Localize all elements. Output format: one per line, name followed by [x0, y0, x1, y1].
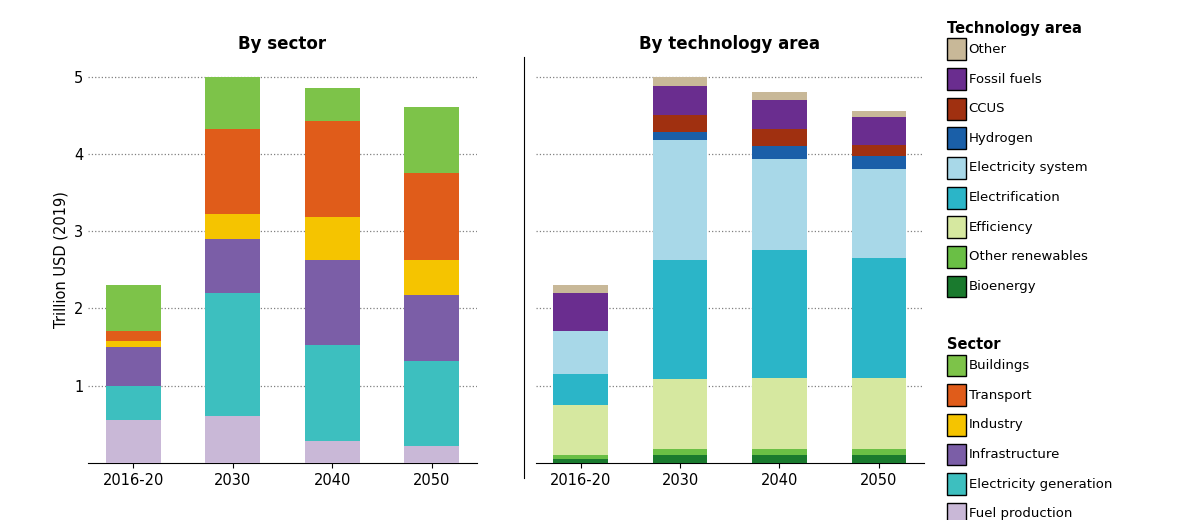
Bar — [106, 341, 160, 347]
Bar — [852, 258, 906, 378]
Bar — [106, 420, 160, 463]
Bar — [852, 145, 906, 156]
Text: Technology area: Technology area — [947, 21, 1083, 36]
Bar — [405, 295, 459, 361]
Bar — [653, 140, 707, 259]
Y-axis label: Trillion USD (2019): Trillion USD (2019) — [53, 191, 68, 329]
Bar — [106, 347, 160, 385]
Bar — [553, 374, 607, 405]
Text: Electrification: Electrification — [969, 191, 1060, 204]
Bar — [106, 385, 160, 420]
Bar — [653, 115, 707, 132]
Text: Fuel production: Fuel production — [969, 508, 1072, 520]
Text: Fossil fuels: Fossil fuels — [969, 73, 1042, 86]
Bar — [405, 446, 459, 463]
Bar — [752, 455, 806, 463]
Text: Buildings: Buildings — [969, 359, 1030, 372]
Bar — [852, 156, 906, 169]
Bar — [553, 293, 607, 331]
Bar — [653, 132, 707, 140]
Text: Sector: Sector — [947, 337, 1000, 352]
Bar — [752, 100, 806, 129]
Text: Transport: Transport — [969, 389, 1031, 402]
Bar — [752, 250, 806, 378]
Bar — [752, 129, 806, 146]
Text: CCUS: CCUS — [969, 102, 1005, 115]
Bar — [405, 173, 459, 261]
Text: Industry: Industry — [969, 418, 1024, 432]
Bar — [852, 118, 906, 145]
Bar — [653, 86, 707, 115]
Bar — [206, 417, 260, 463]
Text: Hydrogen: Hydrogen — [969, 132, 1033, 145]
Bar — [305, 121, 359, 217]
Bar — [553, 285, 607, 293]
Bar — [553, 405, 607, 455]
Bar — [553, 459, 607, 463]
Bar — [852, 378, 906, 449]
Bar — [653, 455, 707, 463]
Bar — [305, 217, 359, 259]
Bar — [852, 111, 906, 118]
Bar — [305, 88, 359, 121]
Bar — [852, 455, 906, 463]
Title: By sector: By sector — [239, 35, 326, 53]
Bar — [653, 259, 707, 380]
Bar — [405, 361, 459, 446]
Bar — [206, 293, 260, 417]
Bar — [206, 129, 260, 214]
Bar — [653, 380, 707, 449]
Title: By technology area: By technology area — [639, 35, 820, 53]
Text: Bioenergy: Bioenergy — [969, 280, 1036, 293]
Bar — [405, 108, 459, 173]
Bar — [653, 76, 707, 86]
Bar — [106, 331, 160, 341]
Bar — [106, 285, 160, 331]
Text: Electricity system: Electricity system — [969, 161, 1088, 175]
Bar — [852, 169, 906, 258]
Bar — [752, 92, 806, 100]
Text: Infrastructure: Infrastructure — [969, 448, 1060, 461]
Bar — [405, 261, 459, 295]
Bar — [852, 449, 906, 455]
Bar — [752, 159, 806, 250]
Bar — [752, 378, 806, 449]
Bar — [206, 76, 260, 129]
Bar — [305, 259, 359, 345]
Bar — [305, 441, 359, 463]
Text: Electricity generation: Electricity generation — [969, 478, 1112, 491]
Bar — [305, 345, 359, 441]
Text: Other: Other — [969, 43, 1006, 56]
Bar — [206, 239, 260, 293]
Bar — [553, 331, 607, 374]
Bar — [653, 449, 707, 455]
Bar — [752, 449, 806, 455]
Text: Efficiency: Efficiency — [969, 220, 1033, 234]
Text: Other renewables: Other renewables — [969, 251, 1088, 264]
Bar — [206, 214, 260, 239]
Bar — [553, 455, 607, 459]
Bar — [752, 146, 806, 159]
